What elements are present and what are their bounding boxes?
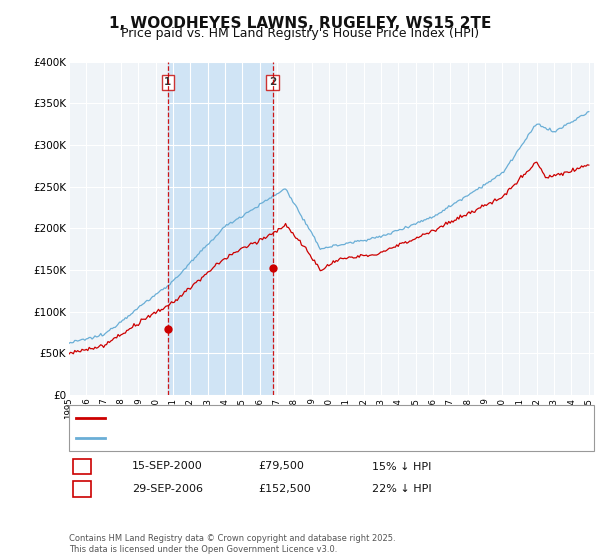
Text: 22% ↓ HPI: 22% ↓ HPI [372, 484, 431, 494]
Text: Price paid vs. HM Land Registry's House Price Index (HPI): Price paid vs. HM Land Registry's House … [121, 27, 479, 40]
Text: 15% ↓ HPI: 15% ↓ HPI [372, 461, 431, 472]
Text: HPI: Average price, detached house, Cannock Chase: HPI: Average price, detached house, Cann… [109, 433, 365, 443]
Bar [168, 62, 272, 395]
Text: 1: 1 [164, 77, 172, 87]
Text: 2: 2 [78, 482, 86, 496]
Text: 29-SEP-2006: 29-SEP-2006 [132, 484, 203, 494]
Text: 1, WOODHEYES LAWNS, RUGELEY, WS15 2TE (detached house): 1, WOODHEYES LAWNS, RUGELEY, WS15 2TE (d… [109, 413, 420, 423]
Text: 1, WOODHEYES LAWNS, RUGELEY, WS15 2TE: 1, WOODHEYES LAWNS, RUGELEY, WS15 2TE [109, 16, 491, 31]
Text: £79,500: £79,500 [258, 461, 304, 472]
Text: 15-SEP-2000: 15-SEP-2000 [132, 461, 203, 472]
Text: £152,500: £152,500 [258, 484, 311, 494]
Text: 1: 1 [78, 460, 86, 473]
Text: Contains HM Land Registry data © Crown copyright and database right 2025.
This d: Contains HM Land Registry data © Crown c… [69, 534, 395, 554]
Text: 2: 2 [269, 77, 276, 87]
